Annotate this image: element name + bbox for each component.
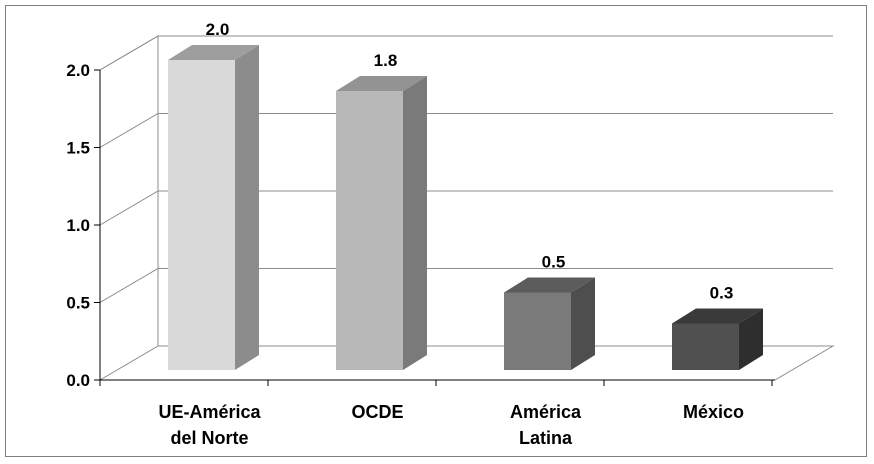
x-tick-label: América (510, 402, 582, 422)
bar-side (739, 308, 763, 370)
bar-0 (168, 60, 235, 370)
bar-top (504, 277, 595, 293)
y-tick-label: 2.0 (66, 61, 90, 80)
x-tick-label: OCDE (351, 402, 403, 422)
x-tick-label: UE-América (158, 402, 261, 422)
bar-1 (336, 91, 403, 370)
bar-2 (504, 292, 571, 370)
bar-3 (672, 323, 739, 370)
bar-side (571, 277, 595, 370)
data-label: 0.3 (710, 284, 734, 303)
bar-top (672, 308, 763, 324)
y-tick-label: 1.0 (66, 216, 90, 235)
data-label: 0.5 (542, 253, 566, 272)
bar-top (336, 76, 427, 91)
bar-top (168, 45, 259, 60)
data-label: 1.8 (374, 51, 398, 70)
data-label: 2.0 (206, 20, 230, 39)
y-tick-label: 1.5 (66, 139, 90, 158)
x-tick-label: del Norte (170, 428, 248, 448)
bar-side (403, 76, 427, 370)
x-tick-label: Latina (519, 428, 573, 448)
y-tick-label: 0.0 (66, 371, 90, 390)
y-tick-label: 0.5 (66, 294, 90, 313)
x-tick-label: México (683, 402, 744, 422)
bar-side (235, 45, 259, 370)
